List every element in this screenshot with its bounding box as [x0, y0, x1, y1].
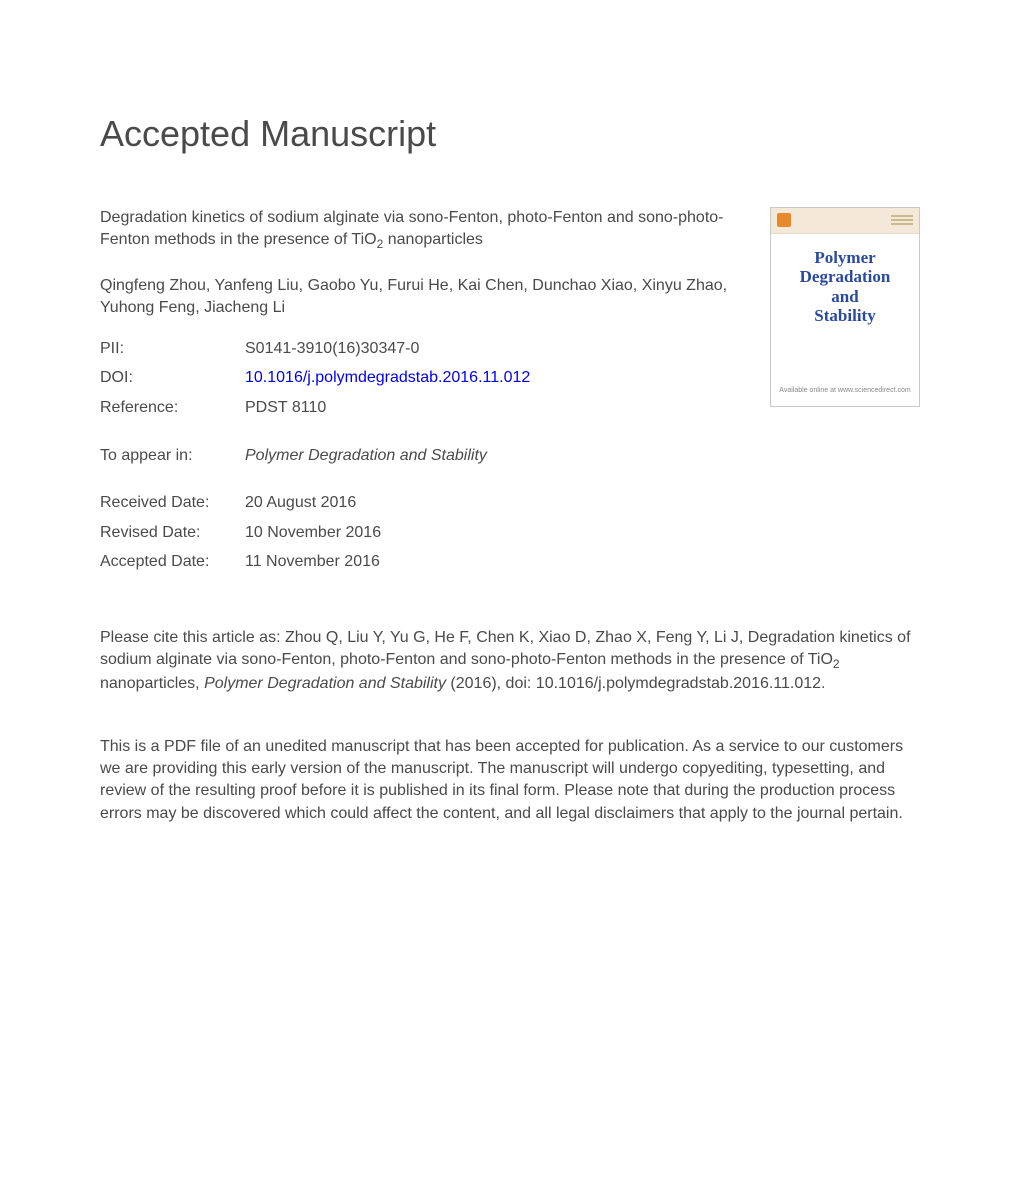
citation-journal: Polymer Degradation and Stability	[204, 675, 446, 692]
meta-row-revised: Revised Date: 10 November 2016	[100, 518, 530, 548]
cover-bars-icon	[891, 215, 913, 225]
citation-mid: nanoparticles,	[100, 675, 204, 692]
meta-row-accepted: Accepted Date: 11 November 2016	[100, 547, 530, 577]
accepted-value: 11 November 2016	[245, 547, 530, 577]
citation-pre: Please cite this article as: Zhou Q, Liu…	[100, 629, 911, 668]
article-title: Degradation kinetics of sodium alginate …	[100, 207, 746, 253]
authors: Qingfeng Zhou, Yanfeng Liu, Gaobo Yu, Fu…	[100, 275, 746, 320]
doi-label: DOI:	[100, 363, 245, 393]
left-column: Degradation kinetics of sodium alginate …	[100, 207, 746, 577]
reference-value: PDST 8110	[245, 393, 530, 423]
cover-line-2: Degradation	[777, 267, 913, 287]
cover-line-1: Polymer	[777, 248, 913, 268]
received-label: Received Date:	[100, 488, 245, 518]
cover-journal-title: Polymer Degradation and Stability	[771, 234, 919, 326]
cover-line-3: and	[777, 287, 913, 307]
citation-sub: 2	[833, 657, 840, 671]
citation-post: (2016), doi: 10.1016/j.polymdegradstab.2…	[446, 675, 826, 692]
metadata-table: PII: S0141-3910(16)30347-0 DOI: 10.1016/…	[100, 334, 530, 577]
meta-row-appear: To appear in: Polymer Degradation and St…	[100, 441, 530, 471]
reference-label: Reference:	[100, 393, 245, 423]
appear-value: Polymer Degradation and Stability	[245, 441, 530, 471]
revised-label: Revised Date:	[100, 518, 245, 548]
pii-label: PII:	[100, 334, 245, 364]
top-row: Degradation kinetics of sodium alginate …	[100, 207, 920, 577]
meta-row-pii: PII: S0141-3910(16)30347-0	[100, 334, 530, 364]
page-title: Accepted Manuscript	[100, 110, 920, 159]
doi-link[interactable]: 10.1016/j.polymdegradstab.2016.11.012	[245, 369, 530, 386]
journal-cover: Polymer Degradation and Stability Availa…	[770, 207, 920, 407]
accepted-label: Accepted Date:	[100, 547, 245, 577]
publisher-logo-icon	[777, 213, 791, 227]
cover-line-4: Stability	[777, 306, 913, 326]
meta-row-received: Received Date: 20 August 2016	[100, 488, 530, 518]
meta-row-doi: DOI: 10.1016/j.polymdegradstab.2016.11.0…	[100, 363, 530, 393]
received-value: 20 August 2016	[245, 488, 530, 518]
revised-value: 10 November 2016	[245, 518, 530, 548]
pii-value: S0141-3910(16)30347-0	[245, 334, 530, 364]
cover-topbar	[771, 208, 919, 234]
citation-paragraph: Please cite this article as: Zhou Q, Liu…	[100, 627, 920, 696]
article-title-post: nanoparticles	[383, 231, 483, 248]
disclaimer-paragraph: This is a PDF file of an unedited manusc…	[100, 736, 920, 826]
cover-footer: Available online at www.sciencedirect.co…	[771, 386, 919, 395]
appear-label: To appear in:	[100, 441, 245, 471]
meta-row-reference: Reference: PDST 8110	[100, 393, 530, 423]
